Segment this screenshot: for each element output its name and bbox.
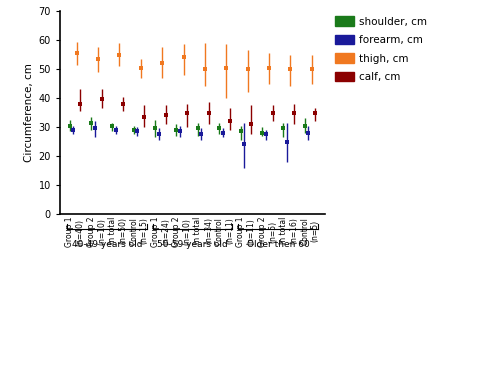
Y-axis label: Circumference, cm: Circumference, cm	[24, 63, 34, 162]
Text: 50-59 years old: 50-59 years old	[157, 240, 228, 249]
Text: Older then 60: Older then 60	[246, 240, 310, 249]
Text: 40-49 years old: 40-49 years old	[72, 240, 142, 249]
Legend: shoulder, cm, forearm, cm, thigh, cm, calf, cm: shoulder, cm, forearm, cm, thigh, cm, ca…	[335, 16, 427, 82]
